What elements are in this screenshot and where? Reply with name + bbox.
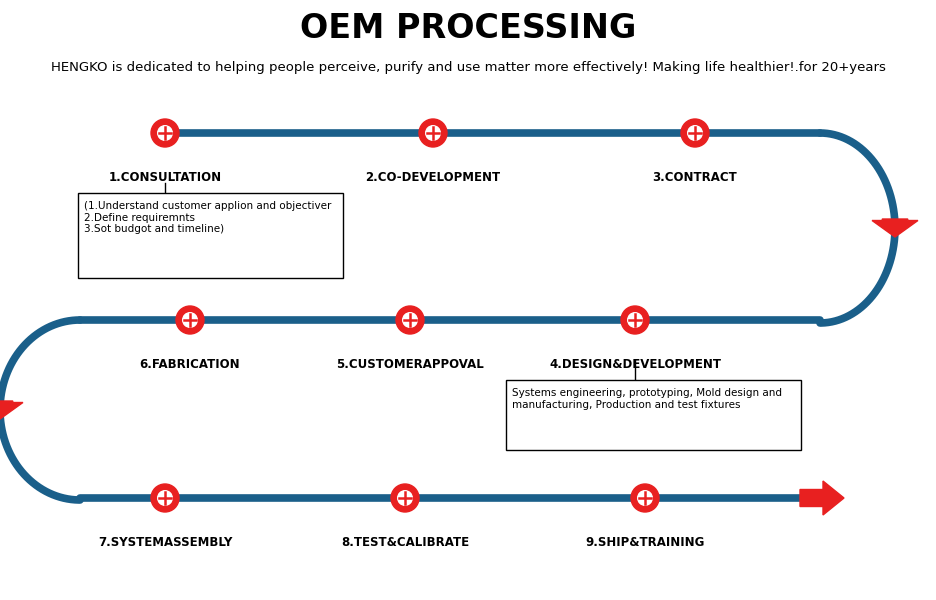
Circle shape — [628, 313, 642, 327]
Text: 7.SYSTEMASSEMBLY: 7.SYSTEMASSEMBLY — [98, 536, 232, 549]
Circle shape — [688, 126, 702, 140]
Circle shape — [151, 484, 179, 512]
Text: 3.CONTRACT: 3.CONTRACT — [652, 171, 738, 184]
Text: 6.FABRICATION: 6.FABRICATION — [139, 358, 241, 371]
Text: OEM PROCESSING: OEM PROCESSING — [300, 11, 636, 44]
Text: 9.SHIP&TRAINING: 9.SHIP&TRAINING — [585, 536, 705, 549]
Circle shape — [402, 313, 417, 327]
Circle shape — [419, 119, 447, 147]
Circle shape — [631, 484, 659, 512]
Circle shape — [681, 119, 709, 147]
FancyArrow shape — [800, 481, 844, 515]
Text: HENGKO is dedicated to helping people perceive, purify and use matter more effec: HENGKO is dedicated to helping people pe… — [51, 61, 885, 74]
FancyBboxPatch shape — [78, 193, 343, 278]
Circle shape — [158, 491, 172, 505]
Text: Systems engineering, prototyping, Mold design and
manufacturing, Production and : Systems engineering, prototyping, Mold d… — [512, 388, 782, 410]
Text: 4.DESIGN&DEVELOPMENT: 4.DESIGN&DEVELOPMENT — [549, 358, 721, 371]
Circle shape — [151, 119, 179, 147]
Circle shape — [158, 126, 172, 140]
Text: 1.CONSULTATION: 1.CONSULTATION — [109, 171, 222, 184]
Circle shape — [183, 313, 197, 327]
FancyBboxPatch shape — [506, 380, 801, 450]
Circle shape — [398, 491, 412, 505]
Text: 5.CUSTOMERAPPOVAL: 5.CUSTOMERAPPOVAL — [336, 358, 484, 371]
FancyArrow shape — [0, 401, 23, 419]
Circle shape — [396, 306, 424, 334]
Text: 2.CO-DEVELOPMENT: 2.CO-DEVELOPMENT — [365, 171, 501, 184]
Text: 8.TEST&CALIBRATE: 8.TEST&CALIBRATE — [341, 536, 469, 549]
Text: (1.Understand customer applion and objectiver
2.Define requiremnts
3.Sot budgot : (1.Understand customer applion and objec… — [84, 201, 331, 234]
Circle shape — [176, 306, 204, 334]
FancyArrow shape — [872, 219, 918, 237]
Circle shape — [391, 484, 419, 512]
Circle shape — [621, 306, 649, 334]
Circle shape — [426, 126, 440, 140]
Circle shape — [637, 491, 652, 505]
